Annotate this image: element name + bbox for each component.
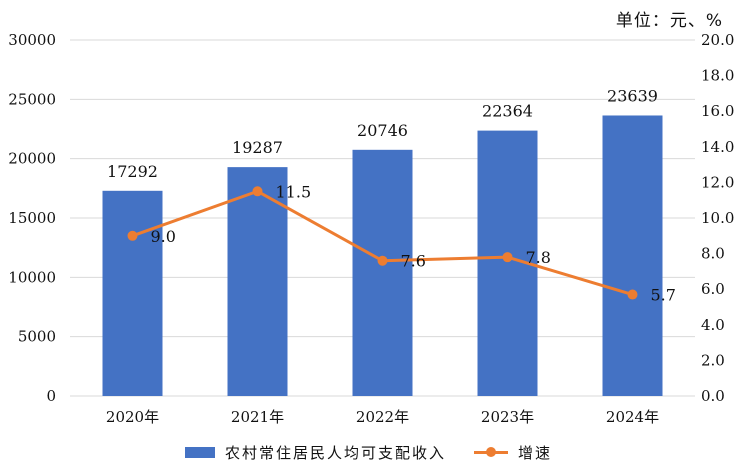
x-axis: 2020年 2021年 2022年 2023年 2024年 bbox=[106, 408, 659, 426]
right-tick-label: 20.0 bbox=[701, 31, 734, 49]
legend-label-income: 农村常住居民人均可支配收入 bbox=[224, 443, 446, 462]
growth-point bbox=[127, 230, 138, 241]
line-series: 9.0 11.5 7.6 7.8 5.7 bbox=[127, 182, 676, 305]
right-tick-label: 18.0 bbox=[701, 67, 734, 85]
unit-label: 单位：元、% bbox=[615, 11, 723, 31]
left-y-axis: 0 5000 10000 15000 20000 25000 30000 bbox=[8, 31, 56, 405]
legend-item-income: 农村常住居民人均可支配收入 bbox=[184, 442, 446, 463]
left-tick-label: 15000 bbox=[8, 209, 56, 227]
legend-swatch-bar bbox=[184, 446, 215, 458]
right-tick-label: 8.0 bbox=[701, 245, 725, 263]
growth-value-label: 7.6 bbox=[401, 252, 426, 271]
bar bbox=[227, 167, 288, 396]
left-tick-label: 0 bbox=[46, 387, 56, 405]
right-tick-label: 16.0 bbox=[701, 102, 734, 120]
bar bbox=[352, 149, 413, 396]
growth-point bbox=[377, 255, 388, 266]
right-tick-label: 0.0 bbox=[701, 387, 725, 405]
x-tick-label: 2020年 bbox=[106, 408, 159, 426]
right-tick-label: 4.0 bbox=[701, 316, 725, 334]
right-y-axis: 0.0 2.0 4.0 6.0 8.0 10.0 12.0 14.0 16.0 18.0 20.0 bbox=[701, 31, 734, 405]
growth-point bbox=[502, 252, 513, 263]
right-tick-label: 2.0 bbox=[701, 351, 725, 369]
legend-swatch-line bbox=[474, 446, 508, 457]
bar-value-label: 19287 bbox=[232, 138, 283, 157]
left-tick-label: 5000 bbox=[18, 328, 56, 346]
right-tick-label: 14.0 bbox=[701, 138, 734, 156]
x-tick-label: 2023年 bbox=[481, 408, 534, 426]
legend-label-growth: 增速 bbox=[518, 443, 553, 462]
growth-value-label: 7.8 bbox=[526, 248, 551, 267]
growth-value-label: 5.7 bbox=[651, 286, 676, 305]
bar-series: 17292 19287 20746 22364 23639 bbox=[102, 86, 663, 397]
bar-value-label: 23639 bbox=[607, 86, 658, 105]
left-tick-label: 20000 bbox=[8, 150, 56, 168]
combo-chart: 0 5000 10000 15000 20000 25000 30000 0.0 2.0 4.0… bbox=[8, 31, 734, 426]
legend: 农村常住居民人均可支配收入 增速 bbox=[0, 440, 737, 464]
legend-item-growth: 增速 bbox=[474, 442, 552, 463]
growth-point bbox=[252, 186, 263, 197]
right-tick-label: 10.0 bbox=[701, 209, 734, 227]
growth-value-label: 9.0 bbox=[151, 227, 176, 246]
growth-point bbox=[627, 289, 638, 300]
bar bbox=[102, 190, 163, 396]
x-tick-label: 2021年 bbox=[231, 408, 284, 426]
growth-value-label: 11.5 bbox=[276, 182, 312, 201]
bar-value-label: 20746 bbox=[357, 121, 408, 140]
left-tick-label: 10000 bbox=[8, 268, 56, 286]
x-tick-label: 2024年 bbox=[606, 408, 659, 426]
right-tick-label: 6.0 bbox=[701, 280, 725, 298]
bar-value-label: 17292 bbox=[107, 162, 158, 181]
bar-value-label: 22364 bbox=[482, 102, 533, 121]
x-tick-label: 2022年 bbox=[356, 408, 409, 426]
right-tick-label: 12.0 bbox=[701, 173, 734, 191]
left-tick-label: 25000 bbox=[8, 90, 56, 108]
left-tick-label: 30000 bbox=[8, 31, 56, 49]
bar bbox=[602, 115, 663, 397]
